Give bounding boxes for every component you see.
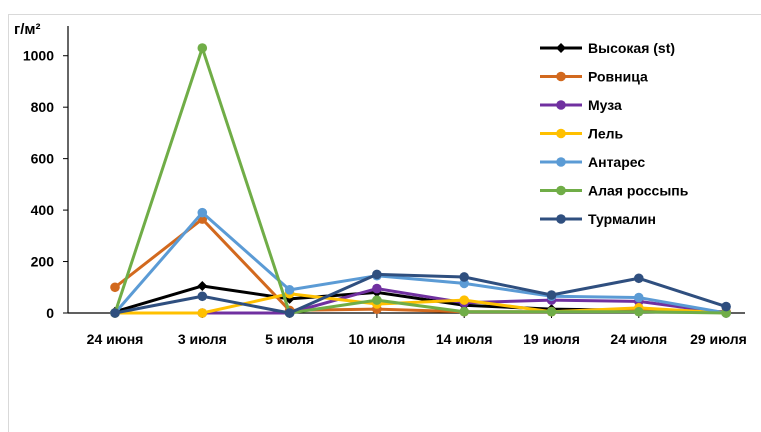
- series-line: [115, 287, 727, 315]
- legend-marker: [556, 100, 566, 110]
- data-point: [546, 290, 557, 300]
- legend-marker: [556, 128, 566, 139]
- y-tick-label: 400: [31, 202, 55, 218]
- legend-entry: Лель: [540, 126, 624, 142]
- legend-label: Лель: [588, 126, 624, 142]
- y-tick-label: 600: [31, 151, 55, 167]
- y-tick-label: 1000: [23, 48, 54, 64]
- data-point: [372, 283, 382, 294]
- data-point: [459, 272, 470, 282]
- legend-entry: Алая россыпь: [540, 183, 689, 199]
- data-point: [634, 306, 644, 317]
- x-tick-label: 5 июля: [265, 331, 314, 347]
- data-point: [197, 308, 208, 318]
- data-point: [459, 295, 470, 305]
- legend-entry: Высокая (st): [540, 40, 675, 56]
- data-point: [372, 295, 382, 305]
- x-tick-label: 24 июня: [87, 331, 144, 347]
- data-point: [110, 308, 120, 318]
- legend-marker: [556, 157, 566, 167]
- data-point: [372, 269, 382, 280]
- y-tick-label: 800: [31, 99, 55, 115]
- legend-label: Антарес: [588, 154, 645, 170]
- series-line: [114, 272, 727, 315]
- series-line: [115, 292, 727, 315]
- legend-entry: Муза: [540, 97, 622, 113]
- x-tick-label: 10 июля: [349, 331, 406, 347]
- x-tick-label: 19 июля: [523, 331, 580, 347]
- legend-entry: Антарес: [540, 154, 645, 170]
- x-tick-label: 29 июля: [690, 331, 747, 347]
- legend-entry: Турмалин: [540, 211, 656, 227]
- x-tick-label: 24 июля: [610, 331, 667, 347]
- legend-marker: [556, 71, 566, 82]
- y-tick-label: 200: [31, 254, 55, 270]
- series-6: [110, 269, 731, 318]
- y-axis-unit-label: г/м²: [14, 21, 41, 38]
- data-point: [197, 280, 208, 291]
- legend-entry: Ровница: [540, 69, 648, 85]
- legend-marker: [556, 43, 566, 53]
- data-point: [197, 43, 208, 53]
- data-point: [284, 308, 295, 318]
- legend-label: Алая россыпь: [588, 183, 689, 199]
- legend-label: Ровница: [588, 69, 648, 85]
- legend-label: Муза: [588, 97, 622, 113]
- legend-marker: [556, 214, 566, 224]
- data-point: [634, 273, 644, 284]
- x-tick-label: 3 июля: [178, 331, 227, 347]
- data-point: [721, 301, 731, 312]
- data-point: [110, 282, 120, 293]
- data-point: [546, 306, 557, 317]
- legend-marker: [556, 185, 566, 196]
- data-point: [459, 306, 470, 317]
- data-point: [284, 285, 295, 295]
- data-point: [197, 207, 208, 218]
- data-point: [197, 291, 208, 302]
- series-line: [113, 46, 727, 315]
- legend-label: Турмалин: [588, 211, 656, 227]
- chart-frame: [8, 14, 761, 432]
- series-line: [113, 211, 727, 315]
- legend-label: Высокая (st): [588, 40, 675, 56]
- y-tick-label: 0: [46, 305, 54, 321]
- data-point: [634, 292, 644, 303]
- x-tick-label: 14 июля: [436, 331, 493, 347]
